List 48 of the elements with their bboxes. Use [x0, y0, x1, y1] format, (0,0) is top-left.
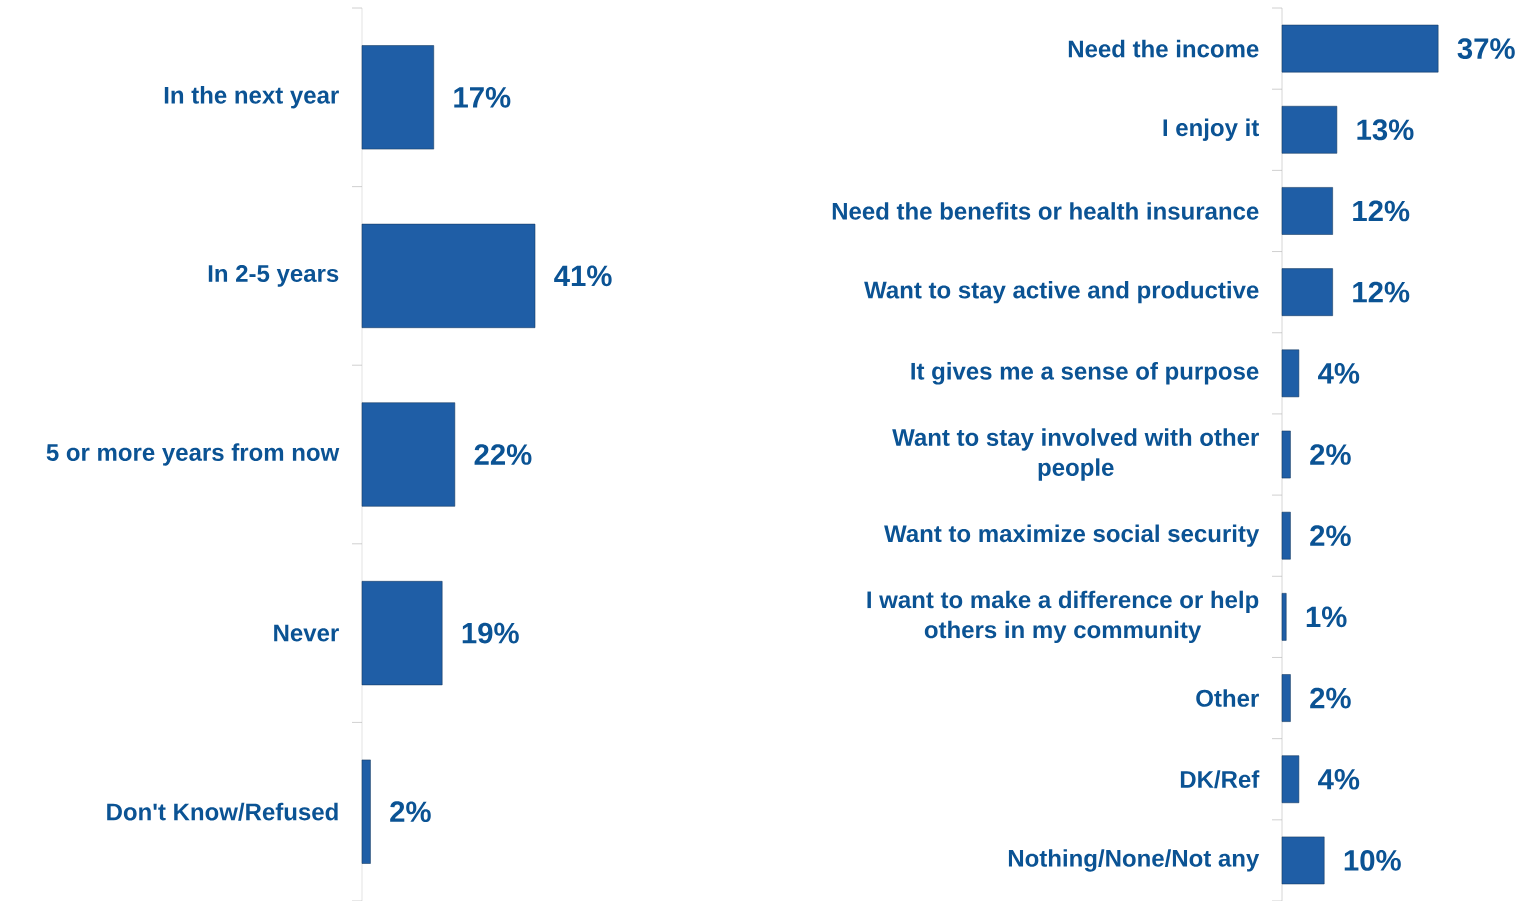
data-label: 1% [1306, 606, 1347, 628]
y-tick-label: It gives me a sense of purpose [911, 362, 1259, 385]
data-label: 17% [454, 86, 511, 108]
bar [361, 402, 456, 507]
data-label: 4% [1318, 363, 1360, 384]
y-tick-label: DK/Ref [1180, 770, 1260, 789]
bar [361, 223, 536, 328]
data-label: 41% [554, 265, 612, 287]
data-label: 2% [1310, 687, 1351, 709]
y-tick-label: Want to maximize social security [884, 524, 1260, 547]
y-tick-label: Want to stay involved with other people [892, 428, 1259, 481]
data-label: 12% [1353, 200, 1410, 222]
y-tick-label: Nothing/None/Not any [1008, 849, 1260, 872]
y-tick-label: Never [274, 624, 339, 642]
data-label: 12% [1353, 281, 1410, 303]
data-label: 10% [1344, 850, 1401, 871]
y-tick-label: In the next year [164, 86, 339, 109]
bar [1281, 593, 1287, 641]
data-label: 22% [474, 444, 532, 465]
y-tick-label: Don't Know/Refused [107, 802, 338, 821]
bar [1281, 755, 1300, 804]
bar [361, 581, 443, 686]
bar [1281, 187, 1333, 235]
y-tick-label: 5 or more years from now [46, 443, 340, 466]
data-label: 2% [1310, 525, 1351, 547]
bar [361, 759, 371, 864]
bar [1281, 349, 1300, 398]
y-tick-label: Other [1196, 689, 1259, 707]
y-tick-label: In 2-5 years [208, 265, 339, 287]
bar [1281, 674, 1291, 722]
bar [1281, 105, 1338, 154]
bar [361, 45, 435, 150]
data-label: 4% [1318, 768, 1360, 790]
y-tick-label: Want to stay active and productive [864, 280, 1259, 304]
bar [1281, 511, 1291, 560]
bar [1281, 24, 1439, 73]
data-label: 37% [1457, 38, 1515, 60]
y-tick-label: I enjoy it [1163, 118, 1259, 141]
bar [1281, 836, 1325, 885]
y-tick-label: I want to make a difference or help others in my community [867, 590, 1259, 644]
data-label: 13% [1357, 119, 1414, 141]
bar [1281, 430, 1291, 479]
data-label: 2% [1310, 444, 1351, 465]
y-tick-label: Need the benefits or health insurance [832, 202, 1259, 220]
y-tick-label: Need the income [1068, 39, 1259, 58]
data-label: 2% [390, 801, 431, 823]
bar [1281, 268, 1333, 316]
data-label: 19% [462, 622, 519, 644]
